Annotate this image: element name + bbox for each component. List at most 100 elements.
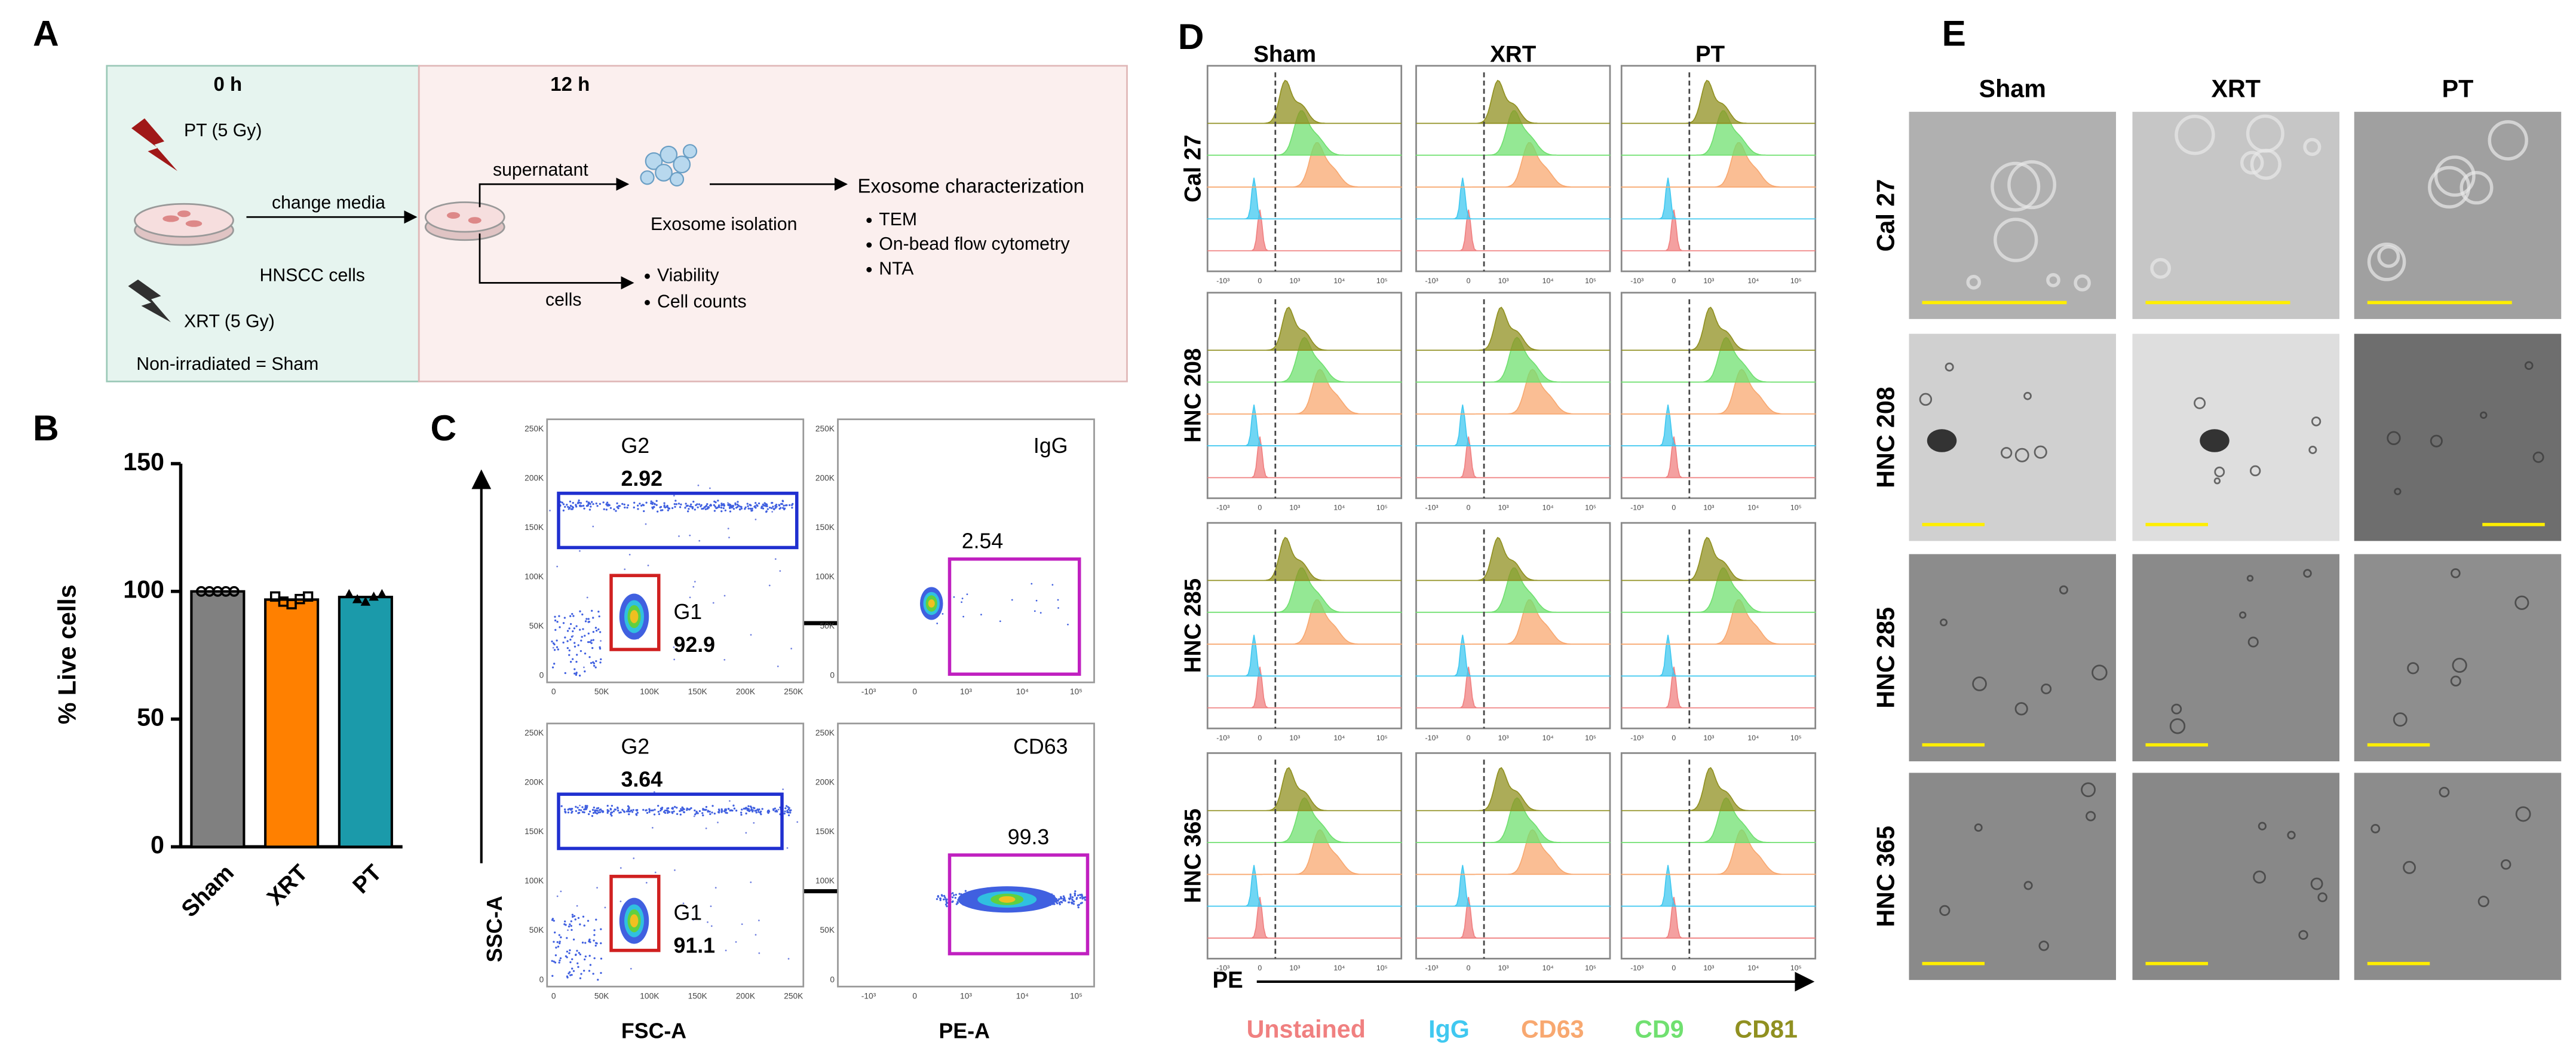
- event: [694, 581, 696, 583]
- tem-image: [2132, 773, 2339, 981]
- vesicle: [2246, 114, 2284, 153]
- event: [761, 808, 763, 810]
- event: [569, 949, 571, 952]
- vesicle: [2450, 675, 2461, 687]
- event: [627, 504, 630, 507]
- label: XRT (5 Gy): [184, 311, 275, 331]
- event: [686, 807, 688, 810]
- event: [566, 504, 568, 506]
- event: [551, 666, 554, 669]
- event: [556, 565, 559, 568]
- event: [587, 501, 590, 504]
- event: [702, 808, 704, 811]
- event: [709, 487, 711, 489]
- tick-label: 0: [1672, 504, 1676, 512]
- event: [955, 893, 957, 896]
- event: [628, 810, 631, 813]
- event: [633, 501, 636, 504]
- event: [554, 629, 557, 631]
- event: [676, 807, 678, 809]
- event: [1067, 901, 1070, 903]
- event: [727, 502, 729, 504]
- event: [704, 808, 706, 811]
- tick-label: 10³: [1289, 504, 1300, 512]
- event: [574, 642, 576, 644]
- event: [1072, 903, 1075, 905]
- histogram-frame: [1206, 522, 1403, 730]
- event: [768, 584, 771, 587]
- event: [566, 975, 569, 978]
- bar: [190, 590, 246, 848]
- tick-label: 0: [1672, 964, 1676, 972]
- event: [729, 809, 731, 812]
- event: [574, 672, 576, 675]
- vesicle: [2393, 712, 2408, 727]
- event: [961, 598, 964, 599]
- event: [585, 618, 588, 620]
- event: [744, 807, 747, 810]
- vesicle: [2214, 466, 2225, 477]
- event: [597, 611, 600, 613]
- event: [645, 523, 647, 525]
- event: [590, 639, 593, 642]
- histogram-panel: [1206, 65, 1403, 272]
- event: [1057, 607, 1059, 609]
- event: [713, 812, 716, 815]
- event: [673, 658, 676, 661]
- event: [559, 626, 561, 629]
- event: [686, 510, 689, 513]
- tick-label: 0: [830, 671, 835, 680]
- event: [569, 971, 571, 973]
- event: [569, 661, 572, 663]
- event: [578, 808, 581, 811]
- histogram-frame: [1620, 65, 1817, 272]
- event: [594, 666, 597, 669]
- vesicle: [2524, 361, 2534, 370]
- event: [704, 508, 707, 510]
- label: supernatant: [493, 160, 588, 180]
- event: [593, 957, 596, 960]
- flow-plot: [546, 418, 805, 684]
- event: [598, 615, 600, 618]
- vesicle: [2451, 568, 2461, 578]
- event: [556, 646, 559, 648]
- tick-label: 0: [1672, 734, 1676, 742]
- event: [578, 501, 581, 504]
- event: [593, 934, 596, 936]
- event: [553, 940, 555, 943]
- event: [579, 629, 581, 631]
- label: 12 h: [550, 73, 590, 95]
- axis-title: SSC-A: [483, 896, 507, 962]
- event: [628, 806, 630, 808]
- event: [679, 813, 682, 816]
- event: [643, 510, 645, 513]
- event: [567, 929, 569, 932]
- event: [576, 654, 578, 656]
- event: [711, 811, 713, 814]
- event: [622, 810, 625, 813]
- tick-label: 200K: [736, 991, 756, 1000]
- event: [554, 932, 556, 934]
- histogram-curve: [1416, 79, 1610, 124]
- label: Viability: [657, 265, 720, 285]
- label: 0 h: [214, 73, 243, 95]
- event: [571, 505, 574, 508]
- event: [599, 631, 602, 633]
- event: [557, 945, 560, 948]
- vesicle: [2059, 585, 2068, 595]
- event: [781, 500, 784, 502]
- vesicle: [2213, 477, 2221, 485]
- histogram-curve: [1207, 209, 1402, 252]
- event: [559, 940, 561, 943]
- event: [564, 811, 567, 813]
- column-title: PT: [1695, 42, 1725, 68]
- tick-label: 10³: [1498, 964, 1509, 972]
- event: [740, 811, 743, 814]
- event: [789, 811, 792, 814]
- event: [568, 808, 571, 810]
- event: [635, 813, 637, 816]
- vesicle: [2287, 831, 2296, 839]
- event: [566, 630, 569, 632]
- event: [655, 500, 658, 503]
- tick-label: 50K: [594, 991, 609, 1000]
